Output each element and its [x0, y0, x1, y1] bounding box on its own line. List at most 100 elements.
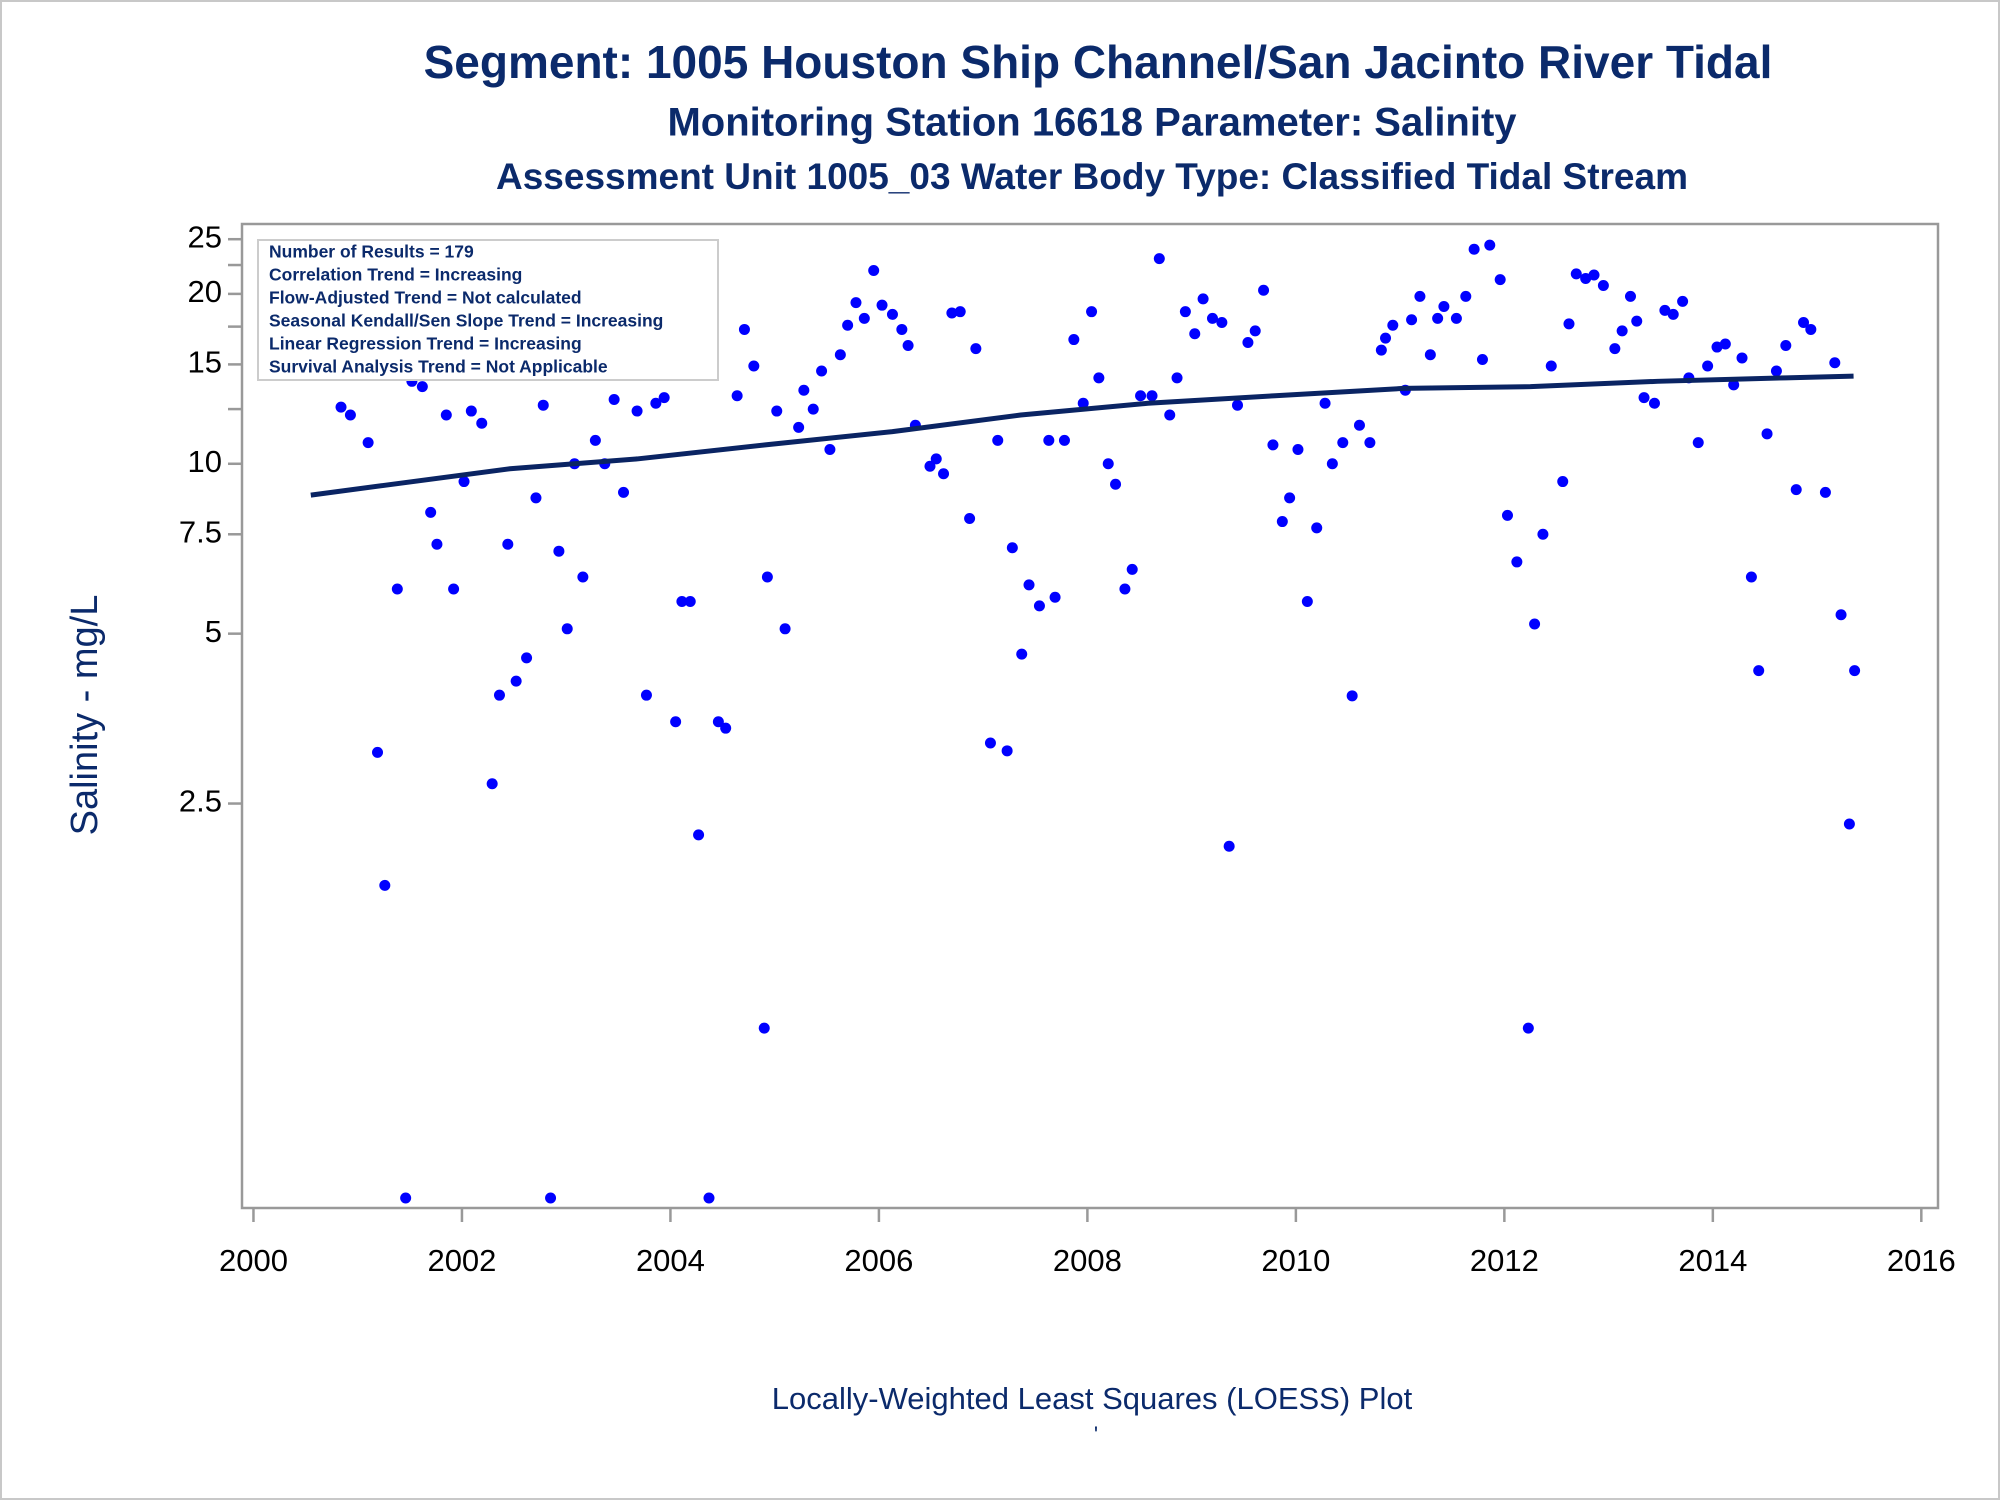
- stats-text: Survival Analysis Trend = Not Applicable: [269, 357, 608, 377]
- point: [1588, 269, 1600, 281]
- point: [1677, 295, 1689, 307]
- x-tick-label: 2010: [1261, 1243, 1330, 1278]
- point: [1346, 690, 1358, 702]
- y-tick-label: 10: [188, 444, 222, 479]
- point: [1450, 312, 1462, 324]
- point: [431, 538, 443, 550]
- point: [1375, 344, 1387, 356]
- footnote-mark: ': [1094, 1422, 1098, 1447]
- point: [1819, 486, 1831, 498]
- point: [1337, 437, 1349, 449]
- point: [1624, 290, 1636, 302]
- point: [858, 312, 870, 324]
- point: [954, 306, 966, 318]
- footnote: Locally-Weighted Least Squares (LOESS) P…: [772, 1381, 1413, 1416]
- point: [946, 307, 958, 319]
- point: [779, 623, 791, 635]
- point: [372, 746, 384, 758]
- point: [896, 323, 908, 335]
- point: [1414, 290, 1426, 302]
- point: [553, 545, 565, 557]
- point: [1476, 354, 1488, 366]
- point: [970, 343, 982, 355]
- point: [1424, 349, 1436, 361]
- point: [834, 349, 846, 361]
- y-tick-label: 5: [205, 614, 222, 649]
- point: [1468, 243, 1480, 255]
- y-axis-label: Salinity - mg/L: [64, 595, 106, 836]
- point: [650, 397, 662, 409]
- point: [720, 722, 732, 734]
- point: [530, 492, 542, 504]
- point: [748, 360, 760, 372]
- point: [1631, 315, 1643, 327]
- point: [876, 299, 888, 311]
- point: [344, 409, 356, 421]
- point: [676, 596, 688, 608]
- point: [640, 689, 652, 701]
- point: [1570, 268, 1582, 280]
- point: [502, 538, 514, 550]
- point: [992, 434, 1004, 446]
- chart-subtitle: Monitoring Station 16618 Parameter: Sali…: [667, 101, 1517, 145]
- point: [1326, 458, 1338, 470]
- stats-text: Number of Results = 179: [269, 242, 474, 262]
- point: [1206, 312, 1218, 324]
- point: [1849, 665, 1861, 677]
- point: [807, 403, 819, 415]
- point: [1164, 409, 1176, 421]
- x-tick-label: 2006: [844, 1243, 913, 1278]
- point: [1126, 563, 1138, 575]
- point: [693, 829, 705, 841]
- point: [537, 399, 549, 411]
- point: [1179, 306, 1191, 318]
- stats-box: [257, 239, 719, 381]
- point: [1597, 279, 1609, 291]
- point: [425, 506, 437, 518]
- point: [1728, 379, 1740, 391]
- x-tick-label: 2000: [219, 1243, 288, 1278]
- point: [476, 417, 488, 429]
- point: [440, 409, 452, 421]
- y-tick-label: 7.5: [179, 514, 222, 549]
- stats-text: Linear Regression Trend = Increasing: [269, 334, 582, 354]
- point: [335, 401, 347, 413]
- point: [684, 596, 696, 608]
- point: [1406, 314, 1418, 326]
- point: [1301, 596, 1313, 608]
- point: [1023, 579, 1035, 591]
- point: [758, 1022, 770, 1034]
- point: [1311, 522, 1323, 534]
- point: [1276, 516, 1288, 528]
- point: [1049, 591, 1061, 603]
- y-tick-label: 20: [188, 274, 222, 309]
- point: [1529, 618, 1541, 630]
- point: [577, 571, 589, 583]
- point: [608, 393, 620, 405]
- point: [824, 443, 836, 455]
- point: [1249, 325, 1261, 337]
- point: [1043, 434, 1055, 446]
- point: [510, 675, 522, 687]
- point: [1780, 340, 1792, 352]
- point: [842, 319, 854, 331]
- point: [868, 265, 880, 277]
- point: [1638, 392, 1650, 404]
- point: [1068, 334, 1080, 346]
- point: [493, 689, 505, 701]
- point: [1216, 316, 1228, 328]
- point: [362, 437, 374, 449]
- point: [1119, 583, 1131, 595]
- point: [631, 405, 643, 417]
- point: [1692, 437, 1704, 449]
- point: [465, 405, 477, 417]
- point: [1001, 745, 1013, 757]
- point: [400, 1192, 412, 1204]
- y-tick-label: 25: [188, 219, 222, 254]
- point: [1745, 571, 1757, 583]
- point: [1110, 478, 1122, 490]
- point: [1353, 419, 1365, 431]
- stats-text: Seasonal Kendall/Sen Slope Trend = Incre…: [269, 311, 663, 331]
- y-tick-label: 15: [188, 345, 222, 380]
